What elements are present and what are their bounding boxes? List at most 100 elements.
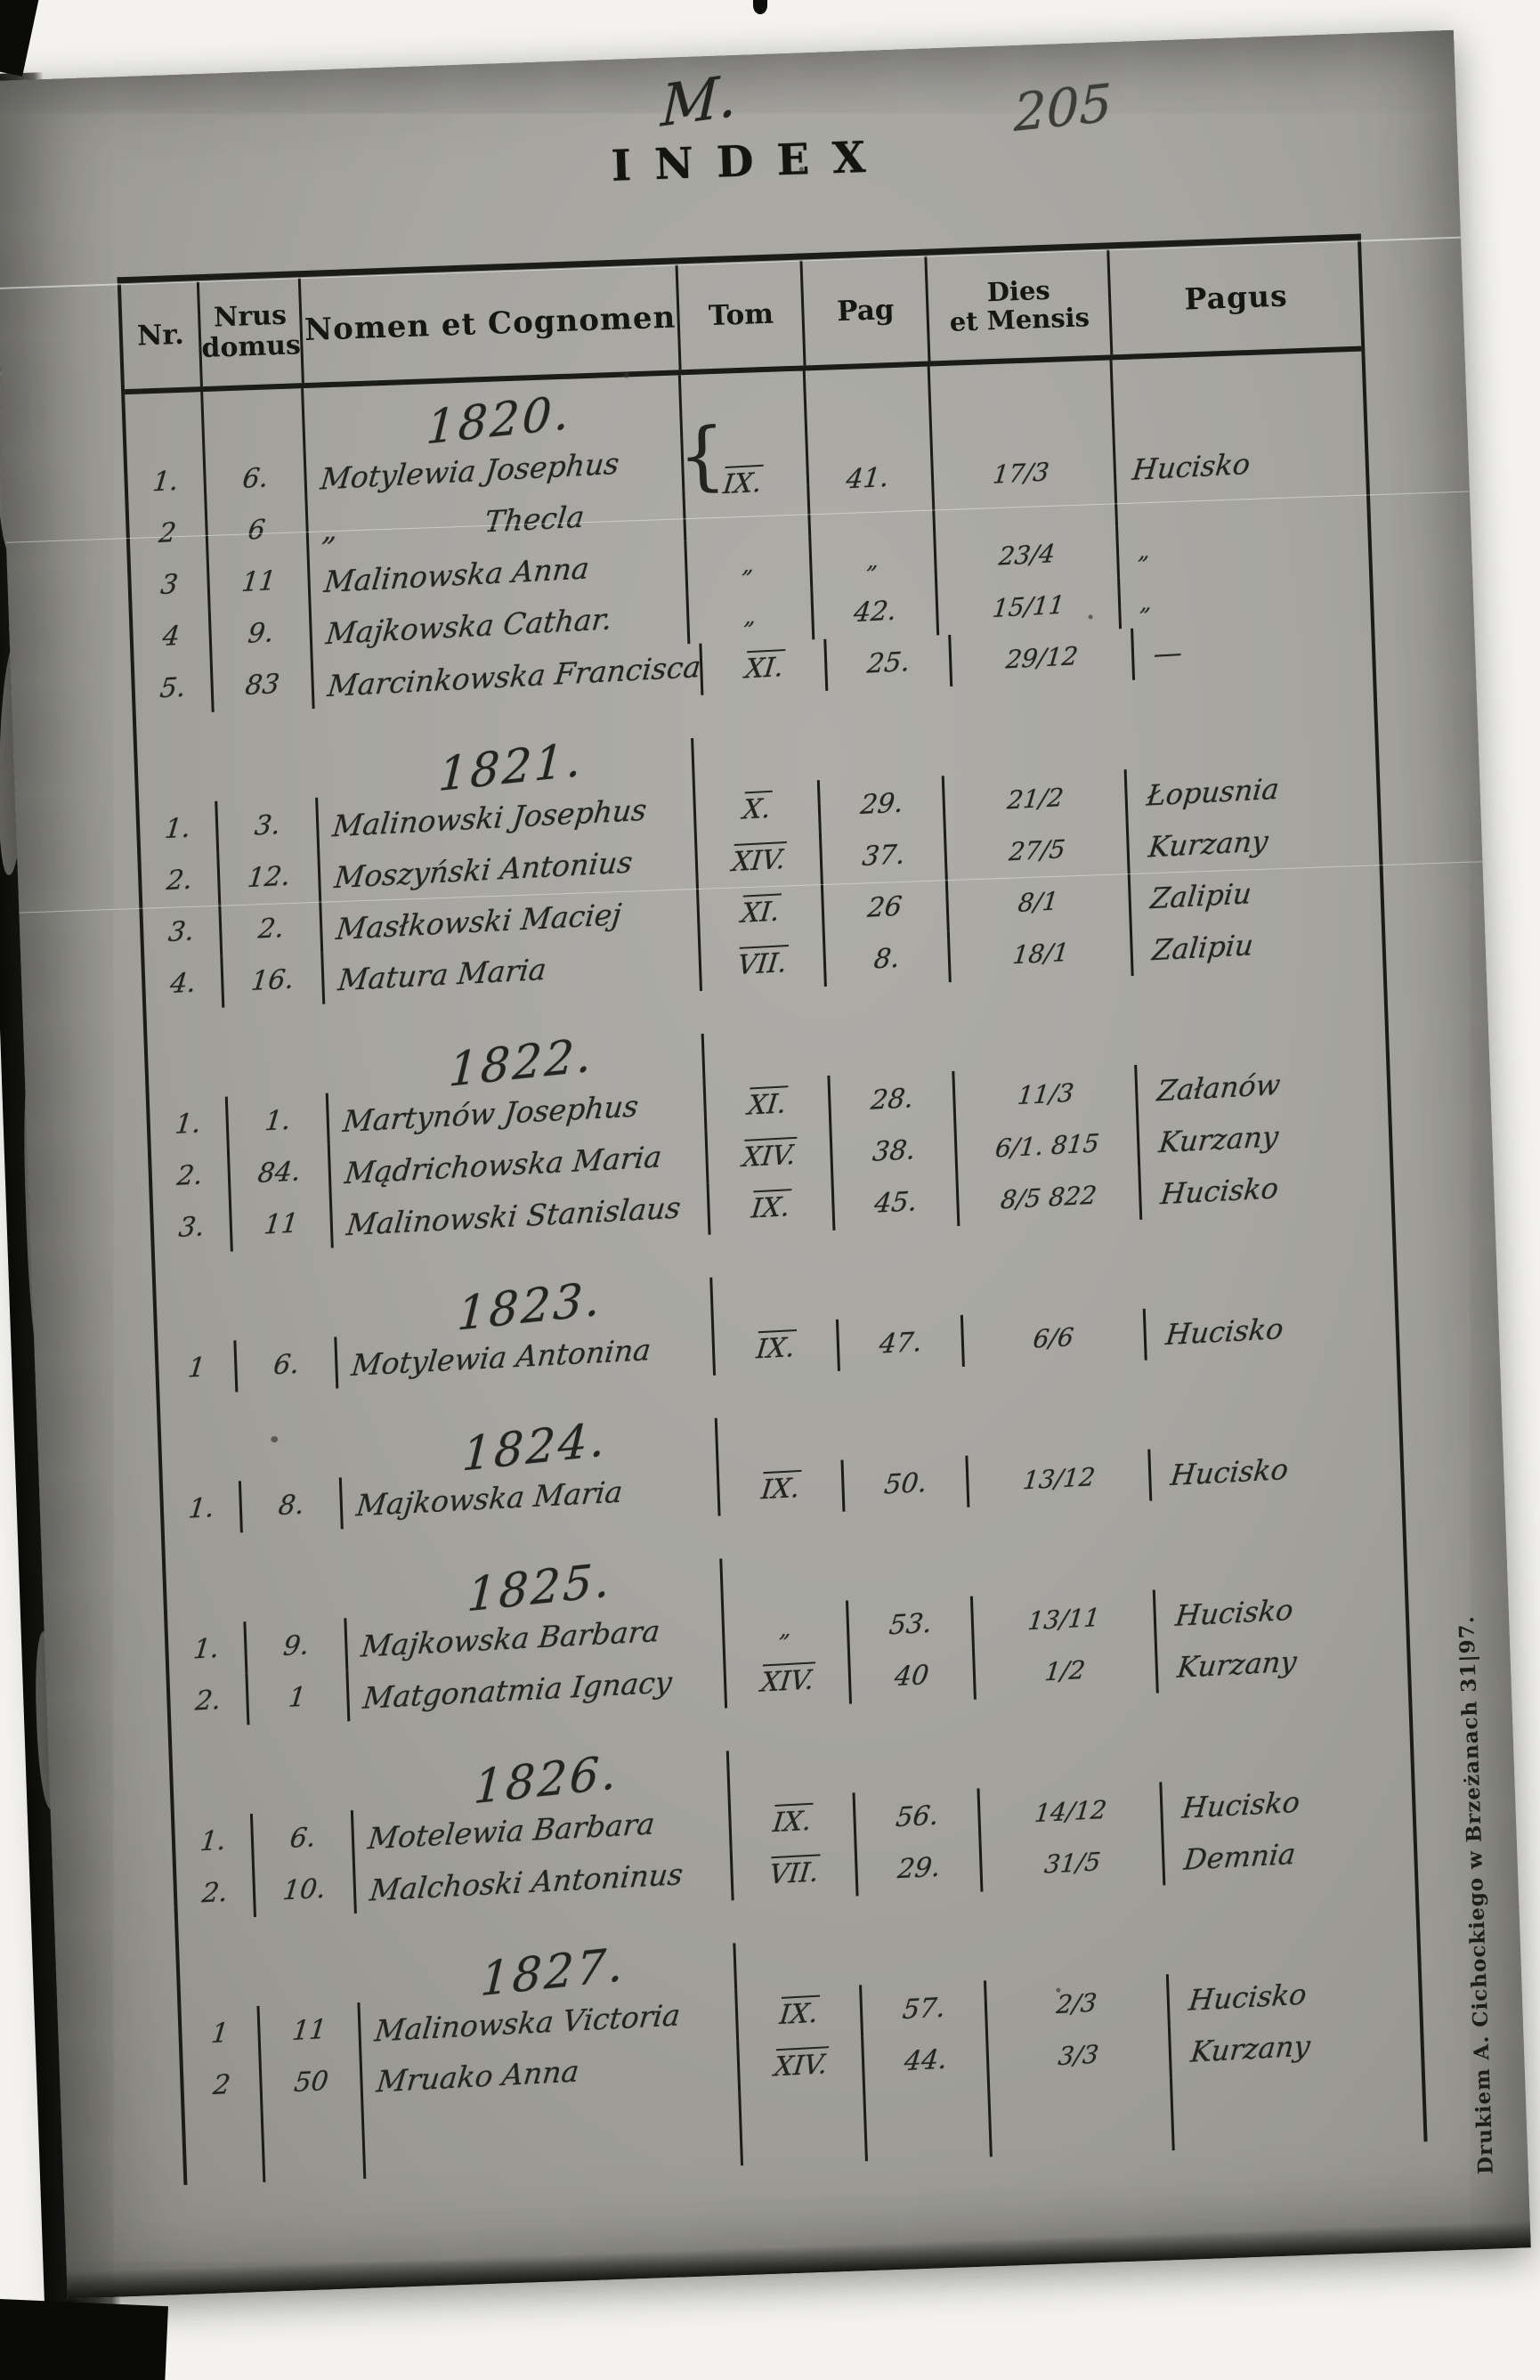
table-cell-domus: 1 (247, 1669, 351, 1726)
cell-value-tom: „ (741, 550, 756, 578)
table-cell-pagus: „ (1118, 516, 1369, 577)
cell-value-domus: 8. (276, 1489, 306, 1522)
cell-value-tom: IX. (771, 1802, 814, 1840)
cell-value-dies: 2/3 (1055, 1987, 1099, 2019)
cell-value-nr: 2. (165, 863, 194, 897)
cell-value-dies: 18/1 (1010, 937, 1070, 970)
cell-value-name: Malchoski Antoninus (368, 1856, 685, 1908)
table-cell-pag: 25. (826, 634, 953, 691)
cell-value-pag: 8. (872, 942, 902, 975)
table-cell-tom: XIV. (696, 832, 823, 888)
table-cell-dies: 14/12 (979, 1782, 1164, 1840)
cell-value-name: Marcinkowska Francisca (326, 648, 703, 703)
table-cell-domus: 6. (252, 1810, 355, 1866)
table-cell-nr: 2 (128, 505, 209, 560)
table-cell-pagus: Hucisko (1146, 1300, 1397, 1361)
cell-value-nr: 1. (199, 1824, 228, 1857)
table-cell-tom: XIV. (725, 1652, 853, 1709)
table-cell-pag: 40 (850, 1647, 977, 1704)
ink-speck (1088, 614, 1093, 620)
table-cell-domus: 83 (212, 656, 315, 712)
cell-value-pag: 40 (893, 1659, 931, 1693)
table-cell (1172, 2068, 1424, 2150)
table-cell-pag: 56. (855, 1788, 982, 1845)
table-cell-pag: 8. (824, 930, 952, 987)
table-cell-pag: 45. (833, 1174, 960, 1231)
cell-value-name: Mądrichowska Maria (343, 1138, 664, 1190)
cell-value-name: Majkowska Cathar. (324, 600, 614, 651)
cell-value-pag: 56. (894, 1799, 940, 1833)
paper: M. INDEX 205 Nr. Nrus domus Nomen et Cog… (0, 29, 1531, 2299)
table-cell (805, 366, 933, 434)
cell-value-pag: 38. (871, 1133, 917, 1168)
cell-value-tom: IX. (750, 1189, 792, 1225)
cell-value-domus: 1 (287, 1681, 308, 1714)
cell-value-tom: X. (741, 790, 773, 826)
table-cell-domus: 2. (221, 900, 324, 956)
cell-value-nr: 2 (157, 516, 178, 549)
table-cell-pag (809, 480, 936, 537)
table-cell-tom: XI. (701, 638, 829, 695)
table-cell-nr: 2. (169, 1673, 250, 1728)
cell-value-dies: 8/1 (1017, 885, 1061, 918)
scan-edge-artifact (753, 0, 767, 14)
column-header-domus: Nrus domus (199, 278, 305, 387)
cell-value-pag: 57. (900, 1992, 947, 2026)
cell-value-pagus: Zalipiu (1148, 876, 1253, 916)
table-cell-pagus: Hucisko (1114, 414, 1366, 487)
column-header-label: Nrus (213, 300, 288, 334)
cell-value-pagus: „ (1139, 589, 1154, 616)
table-cell-pagus: Demnia (1163, 1825, 1414, 1886)
table-cell-pagus: — (1134, 620, 1385, 680)
cell-value-domus: 2. (256, 912, 286, 946)
printer-imprint: Drukiem A. Cichockiego w Brzeżanach 31|9… (1454, 1614, 1498, 2175)
table-cell-pag: 41. (807, 428, 935, 495)
cell-value-dies: 8/5 822 (999, 1180, 1098, 1214)
cell-value-pagus: Hucisko (1180, 1784, 1302, 1825)
cell-value-dies: 31/5 (1042, 1846, 1102, 1880)
cell-value-name: Majkowska Maria (354, 1474, 625, 1523)
table-cell-nr: 1. (162, 1481, 243, 1536)
table-cell-dies: 15/11 (937, 577, 1123, 636)
table-cell-domus: 6. (205, 451, 308, 506)
table-cell-pag: 29. (856, 1840, 984, 1897)
column-header-label: Pagus (1183, 277, 1289, 316)
table-cell-domus: 9. (210, 605, 313, 661)
column-header-label: et Mensis (949, 302, 1090, 337)
column-header-tom: Tom (677, 260, 806, 370)
cell-value-pag: 50. (882, 1466, 928, 1501)
cell-value-dies: 21/2 (1005, 782, 1065, 815)
cell-value-tom: „ (742, 602, 758, 630)
column-header-label: Nr. (136, 318, 185, 353)
cell-value-tom: XIV. (758, 1661, 816, 1699)
table-cell (203, 388, 306, 454)
table-cell-tom: IX. (718, 1459, 846, 1516)
table-cell-nr: 3 (130, 556, 211, 612)
table-cell-tom: X. (694, 780, 822, 836)
scan-corner-artifact (0, 0, 41, 77)
table-cell-pag: 57. (862, 1980, 988, 2037)
index-table: Nr. Nrus domus Nomen et Cognomen Tom Pag (117, 233, 1428, 2186)
table-cell-dies: 13/11 (972, 1589, 1157, 1648)
cell-value-pag: 26 (866, 890, 904, 924)
table-cell (990, 2077, 1175, 2157)
table-cell-pagus: Hucisko (1150, 1441, 1401, 1501)
cell-value-name: Malinowski Josephus (330, 792, 649, 843)
table-cell (263, 2105, 367, 2182)
cell-value-dies: 27/5 (1007, 833, 1066, 866)
cell-value-name: Matgonatmia Ignacy (361, 1663, 674, 1716)
cell-value-domus: 1. (263, 1104, 292, 1137)
cell-value-nr: 1. (174, 1107, 203, 1141)
cell-value-tom: VII. (767, 1854, 821, 1891)
table-cell-tom: XIV. (707, 1126, 834, 1183)
table-cell-pagus: Hucisko (1162, 1774, 1413, 1834)
column-header-label: domus (200, 329, 302, 365)
column-header-pagus: Pagus (1110, 241, 1363, 355)
cell-value-domus: 12. (246, 859, 292, 894)
cell-value-pagus: Hucisko (1169, 1452, 1291, 1493)
cell-value-name: Malinowska Victoria (372, 1996, 683, 2048)
cell-value-name: Moszyński Antonius (332, 844, 635, 895)
scan-corner-artifact (0, 2298, 168, 2380)
column-header-label: Dies (986, 274, 1051, 307)
column-header-label: Tom (708, 297, 774, 332)
